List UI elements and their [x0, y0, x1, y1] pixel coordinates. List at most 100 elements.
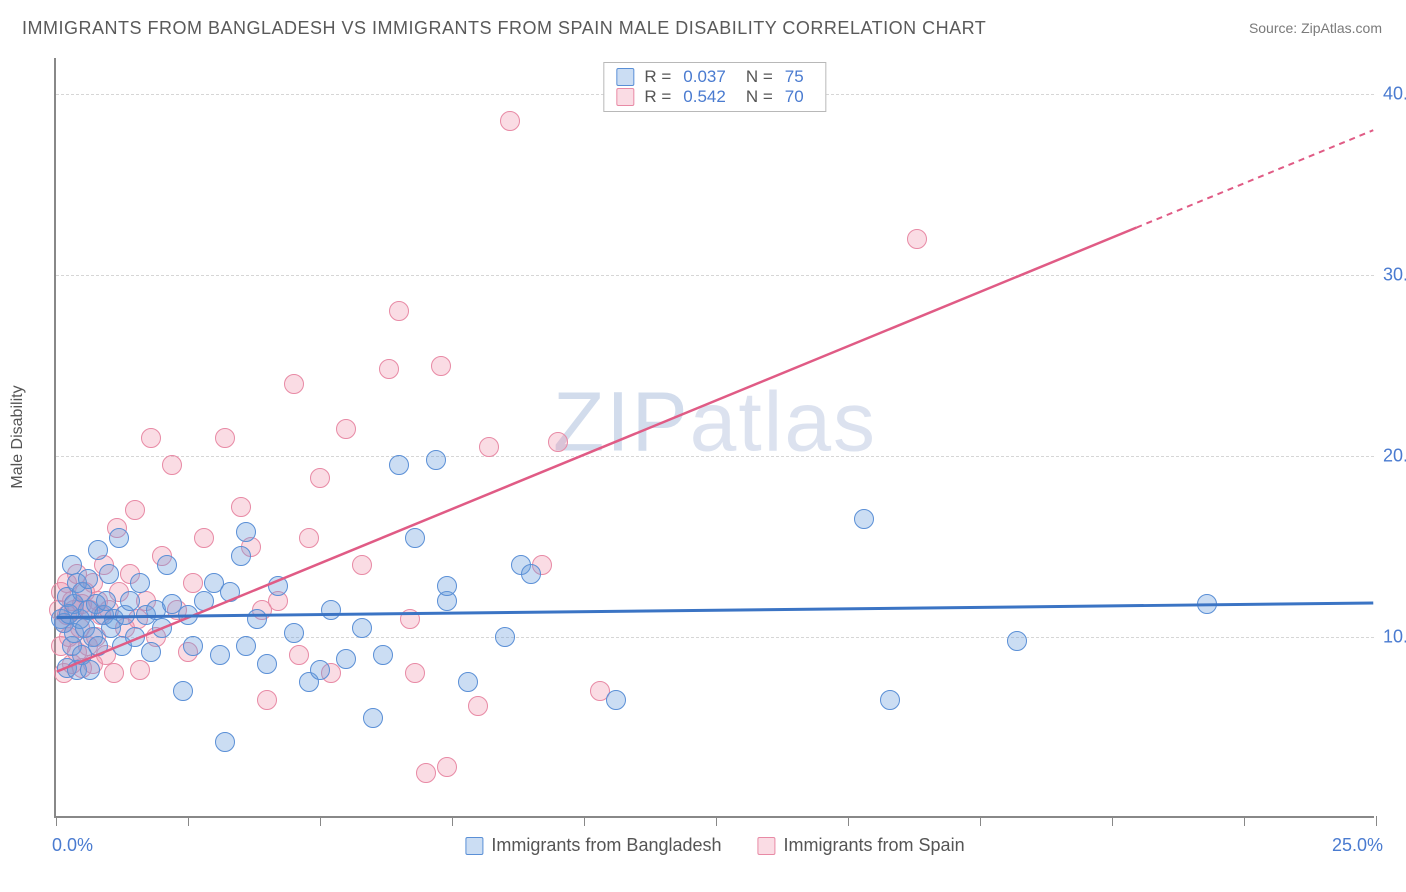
series-pink-point [431, 356, 451, 376]
legend-n-label: N = [746, 87, 773, 107]
y-tick-label: 20.0% [1383, 446, 1406, 467]
legend-top: R = 0.037 N = 75 R = 0.542 N = 70 [603, 62, 826, 112]
series-blue-point [458, 672, 478, 692]
series-blue-point [215, 732, 235, 752]
legend-r-label: R = [644, 87, 671, 107]
legend-r-label: R = [644, 67, 671, 87]
series-pink-point [104, 663, 124, 683]
series-blue-point [210, 645, 230, 665]
legend-n-value: 75 [785, 67, 804, 87]
series-blue-point [257, 654, 277, 674]
series-blue-point [99, 564, 119, 584]
series-blue-point [109, 528, 129, 548]
series-blue-point [96, 591, 116, 611]
legend-bottom-label: Immigrants from Bangladesh [491, 835, 721, 856]
legend-bottom-item-pink: Immigrants from Spain [758, 835, 965, 856]
x-tick [1112, 816, 1113, 826]
series-blue-point [426, 450, 446, 470]
series-blue-point [62, 555, 82, 575]
series-blue-point [231, 546, 251, 566]
x-tick [584, 816, 585, 826]
legend-bottom: Immigrants from Bangladesh Immigrants fr… [465, 835, 964, 856]
x-tick [1376, 816, 1377, 826]
series-pink-point [299, 528, 319, 548]
series-blue-point [1007, 631, 1027, 651]
series-blue-point [194, 591, 214, 611]
legend-swatch-pink [616, 88, 634, 106]
series-blue-point [125, 627, 145, 647]
series-blue-point [130, 573, 150, 593]
series-pink-point [400, 609, 420, 629]
series-blue-point [236, 522, 256, 542]
legend-top-row-0: R = 0.037 N = 75 [616, 67, 813, 87]
series-blue-point [236, 636, 256, 656]
source-attribution: Source: ZipAtlas.com [1249, 20, 1382, 36]
series-blue-point [120, 591, 140, 611]
series-blue-point [141, 642, 161, 662]
series-pink-point [336, 419, 356, 439]
series-blue-point [363, 708, 383, 728]
series-pink-point [907, 229, 927, 249]
series-blue-point [178, 605, 198, 625]
legend-n-label: N = [746, 67, 773, 87]
series-blue-point [437, 576, 457, 596]
series-blue-point [495, 627, 515, 647]
series-blue-point [321, 600, 341, 620]
gridline-h [56, 456, 1374, 457]
plot-area: ZIPatlas Male Disability R = 0.037 N = 7… [54, 58, 1374, 818]
legend-swatch-blue [616, 68, 634, 86]
gridline-h [56, 637, 1374, 638]
x-tick [1244, 816, 1245, 826]
series-pink-point [437, 757, 457, 777]
series-pink-point [215, 428, 235, 448]
legend-r-value: 0.542 [683, 87, 726, 107]
series-blue-point [606, 690, 626, 710]
x-tick [980, 816, 981, 826]
series-pink-point [416, 763, 436, 783]
series-pink-point [231, 497, 251, 517]
x-tick [188, 816, 189, 826]
chart-title: IMMIGRANTS FROM BANGLADESH VS IMMIGRANTS… [22, 18, 986, 39]
series-pink-point [284, 374, 304, 394]
series-blue-point [268, 576, 288, 596]
x-tick [56, 816, 57, 826]
series-pink-point [310, 468, 330, 488]
series-blue-point [336, 649, 356, 669]
series-blue-point [284, 623, 304, 643]
series-blue-point [405, 528, 425, 548]
legend-r-value: 0.037 [683, 67, 726, 87]
legend-top-row-1: R = 0.542 N = 70 [616, 87, 813, 107]
series-blue-point [157, 555, 177, 575]
series-pink-point [125, 500, 145, 520]
series-blue-point [152, 618, 172, 638]
series-blue-point [173, 681, 193, 701]
x-tick [848, 816, 849, 826]
series-blue-point [88, 636, 108, 656]
y-axis-label: Male Disability [9, 385, 27, 488]
series-blue-point [310, 660, 330, 680]
series-pink-point [405, 663, 425, 683]
legend-swatch-blue [465, 837, 483, 855]
legend-bottom-label: Immigrants from Spain [784, 835, 965, 856]
gridline-h [56, 275, 1374, 276]
series-blue-point [80, 660, 100, 680]
legend-n-value: 70 [785, 87, 804, 107]
x-tick-label: 0.0% [52, 835, 93, 856]
series-blue-point [389, 455, 409, 475]
x-tick-label: 25.0% [1332, 835, 1383, 856]
series-blue-point [1197, 594, 1217, 614]
series-blue-point [880, 690, 900, 710]
series-pink-point [468, 696, 488, 716]
series-pink-point [352, 555, 372, 575]
series-pink-point [183, 573, 203, 593]
series-pink-point [257, 690, 277, 710]
series-blue-point [373, 645, 393, 665]
x-tick [452, 816, 453, 826]
series-blue-point [88, 540, 108, 560]
series-blue-point [78, 569, 98, 589]
series-pink-point [389, 301, 409, 321]
series-blue-point [854, 509, 874, 529]
series-pink-point [500, 111, 520, 131]
series-pink-point [548, 432, 568, 452]
series-blue-point [521, 564, 541, 584]
